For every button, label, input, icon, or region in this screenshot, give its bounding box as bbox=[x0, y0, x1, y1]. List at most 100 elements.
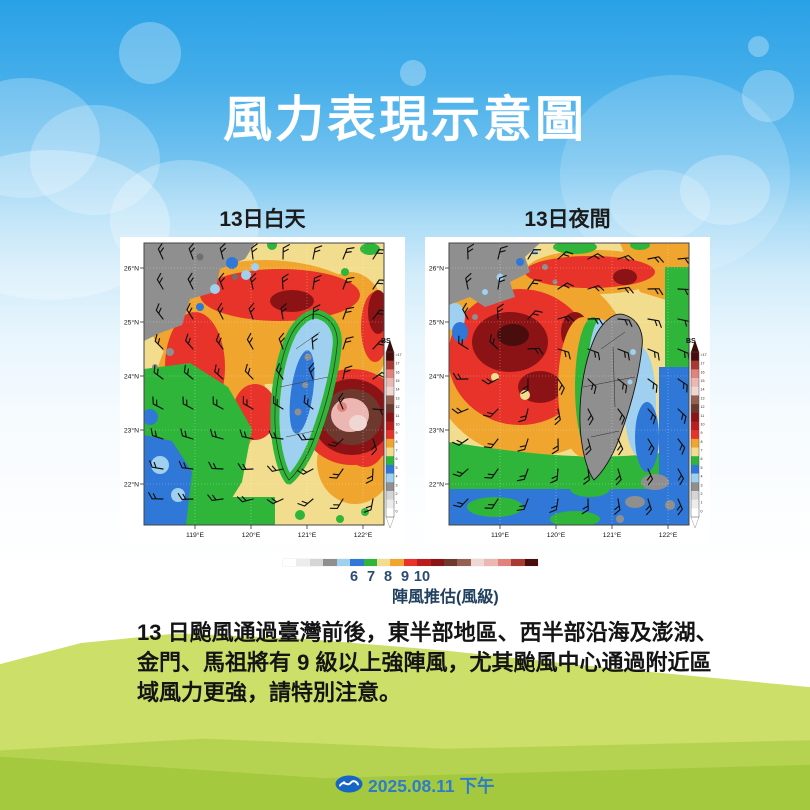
svg-text:12: 12 bbox=[701, 405, 705, 409]
legend-segment bbox=[336, 559, 351, 566]
cloud-shape bbox=[30, 105, 160, 215]
svg-text:>17: >17 bbox=[396, 353, 402, 357]
legend-segment bbox=[309, 559, 324, 566]
legend-segment bbox=[283, 559, 297, 566]
svg-text:4: 4 bbox=[396, 475, 398, 479]
svg-text:6: 6 bbox=[701, 457, 703, 461]
cloud-shape bbox=[748, 36, 769, 57]
colorbar-label: BS bbox=[686, 338, 696, 345]
map-day-svg: 26°N 25°N 24°N 23°N 22°N 119°E 120°E 121… bbox=[124, 242, 402, 539]
description-text: 13 日颱風通過臺灣前後，東半部地區、西半部沿海及澎湖、 金門、馬祖將有 9 級… bbox=[137, 618, 757, 708]
svg-text:11: 11 bbox=[396, 414, 400, 418]
lat-label: 25°N bbox=[429, 319, 444, 327]
lat-label: 23°N bbox=[429, 427, 444, 435]
cloud-shape bbox=[400, 60, 426, 86]
lon-label: 121°E bbox=[603, 531, 622, 539]
description-line: 13 日颱風通過臺灣前後，東半部地區、西半部沿海及澎湖、 bbox=[137, 620, 718, 645]
map-night-title: 13日夜間 bbox=[524, 208, 611, 231]
lon-label: 120°E bbox=[242, 531, 261, 539]
legend-segment bbox=[323, 559, 337, 566]
map-frame bbox=[143, 242, 385, 526]
lat-label: 22°N bbox=[429, 481, 444, 489]
legend-segment bbox=[484, 559, 498, 566]
legend-segment bbox=[524, 559, 539, 566]
colorbar-label: BS bbox=[381, 338, 391, 345]
lon-label: 119°E bbox=[491, 531, 510, 539]
svg-text:14: 14 bbox=[701, 388, 705, 392]
svg-text:9: 9 bbox=[396, 431, 398, 435]
wind-barbs bbox=[148, 243, 384, 513]
svg-text:>17: >17 bbox=[701, 353, 707, 357]
lat-label: 26°N bbox=[429, 265, 444, 273]
svg-text:15: 15 bbox=[701, 379, 705, 383]
svg-text:1: 1 bbox=[396, 501, 398, 505]
axis-ticks bbox=[445, 267, 669, 529]
svg-text:13: 13 bbox=[396, 396, 400, 400]
lon-label: 122°E bbox=[354, 531, 373, 539]
colorbar-arrow-top bbox=[691, 340, 699, 352]
svg-text:5: 5 bbox=[701, 466, 703, 470]
lat-label: 24°N bbox=[124, 373, 139, 381]
svg-text:14: 14 bbox=[396, 388, 400, 392]
svg-text:5: 5 bbox=[396, 466, 398, 470]
lat-label: 25°N bbox=[124, 319, 139, 327]
legend-segment bbox=[444, 559, 458, 566]
svg-text:1: 1 bbox=[701, 501, 703, 505]
map-night-fields bbox=[449, 243, 689, 525]
legend-segment bbox=[457, 559, 471, 566]
svg-text:10: 10 bbox=[396, 422, 400, 426]
legend-segment bbox=[390, 559, 404, 566]
legend-segment bbox=[511, 559, 525, 566]
svg-text:16: 16 bbox=[701, 370, 705, 374]
map-night-figure: 26°N 25°N 24°N 23°N 22°N 119°E 120°E 121… bbox=[425, 237, 710, 545]
description-line: 域風力更強，請特別注意。 bbox=[137, 680, 402, 705]
cwa-logo-icon bbox=[335, 775, 363, 793]
map-day-title: 13日白天 bbox=[219, 208, 306, 231]
footer-date: 2025.08.11 下午 bbox=[368, 776, 495, 796]
colorbar-frame bbox=[690, 351, 700, 518]
svg-text:8: 8 bbox=[396, 440, 398, 444]
svg-text:17: 17 bbox=[701, 362, 705, 366]
legend-number: 7 bbox=[366, 569, 376, 585]
lat-label: 26°N bbox=[124, 265, 139, 273]
legend-segment bbox=[470, 559, 485, 566]
svg-text:9: 9 bbox=[701, 431, 703, 435]
lat-label: 23°N bbox=[124, 427, 139, 435]
map-night-svg: 26°N 25°N 24°N 23°N 22°N 119°E 120°E 121… bbox=[429, 242, 707, 539]
legend-number: 8 bbox=[383, 569, 393, 585]
svg-text:16: 16 bbox=[396, 370, 400, 374]
svg-text:12: 12 bbox=[396, 405, 400, 409]
svg-text:7: 7 bbox=[701, 449, 703, 453]
legend-numbers: 6 7 8 9 10 bbox=[283, 569, 538, 587]
svg-text:17: 17 bbox=[396, 362, 400, 366]
colorbar-segments bbox=[386, 352, 394, 518]
lon-label: 121°E bbox=[298, 531, 317, 539]
cloud-shape bbox=[742, 70, 794, 122]
map-frame bbox=[448, 242, 690, 526]
svg-text:6: 6 bbox=[396, 457, 398, 461]
page-title: 風力表現示意圖 bbox=[222, 93, 587, 147]
svg-text:0: 0 bbox=[396, 509, 398, 513]
map-day-figure: 26°N 25°N 24°N 23°N 22°N 119°E 120°E 121… bbox=[120, 237, 405, 545]
wind-barbs bbox=[451, 243, 689, 516]
legend-segment bbox=[403, 559, 418, 566]
legend-segment bbox=[350, 559, 364, 566]
svg-text:11: 11 bbox=[701, 414, 705, 418]
axis-ticks bbox=[140, 267, 364, 529]
legend-number: 10 bbox=[413, 569, 431, 585]
description-line: 金門、馬祖將有 9 級以上強陣風，尤其颱風中心通過附近區 bbox=[137, 650, 712, 675]
cloud-shape bbox=[610, 170, 710, 240]
lat-label: 22°N bbox=[124, 481, 139, 489]
svg-text:4: 4 bbox=[701, 475, 703, 479]
legend-segment bbox=[497, 559, 512, 566]
legend-number: 6 bbox=[349, 569, 359, 585]
colorbar-segments bbox=[691, 352, 699, 518]
cloud-shape bbox=[119, 22, 181, 84]
svg-text:13: 13 bbox=[701, 396, 705, 400]
lat-label: 24°N bbox=[429, 373, 444, 381]
svg-text:3: 3 bbox=[701, 483, 703, 487]
legend-number: 9 bbox=[400, 569, 410, 585]
colorbar-arrow-bottom bbox=[690, 516, 700, 529]
